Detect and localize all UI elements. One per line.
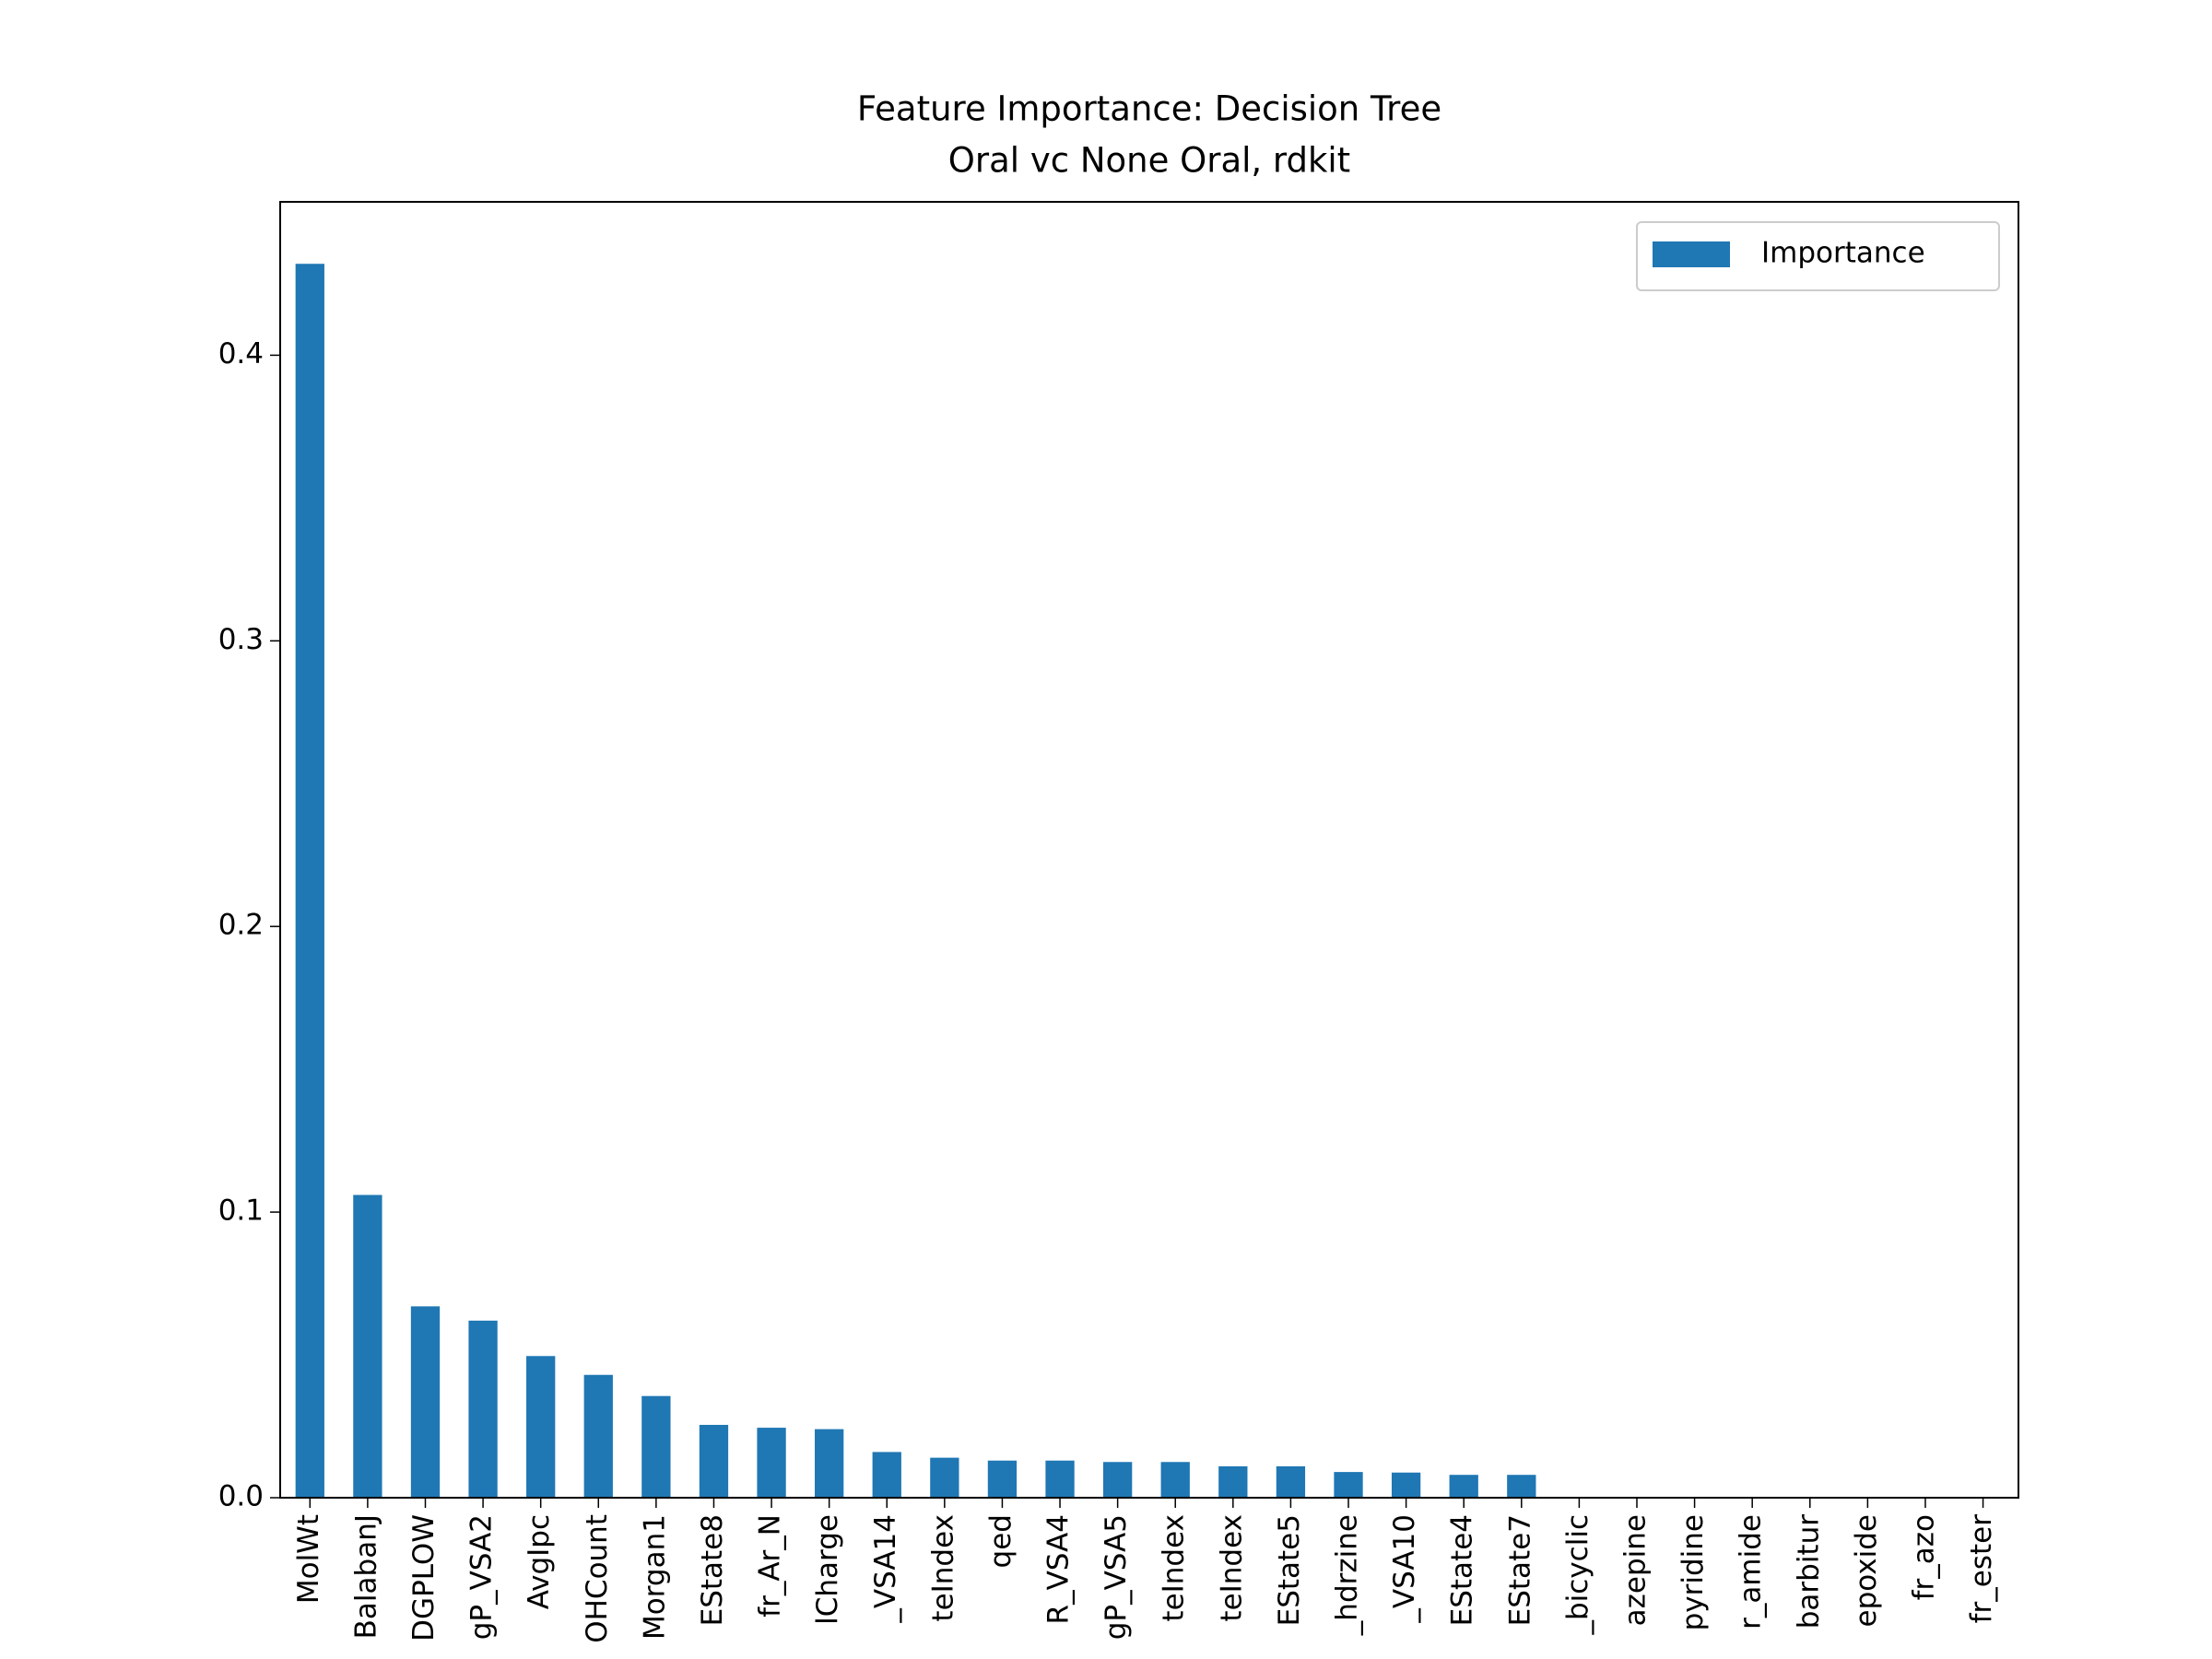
x-tick-label: OHCount [581, 1514, 614, 1643]
x-tick-label: _VSA14 [869, 1514, 902, 1624]
bar [583, 1374, 613, 1498]
bar [1391, 1472, 1421, 1498]
x-tick-label: gP_VSA2 [465, 1514, 499, 1640]
bar [1160, 1462, 1190, 1498]
chart-subtitle: Oral vc None Oral, rdkit [948, 141, 1350, 181]
x-tick-label: EState8 [696, 1514, 729, 1626]
x-tick-label: r_amide [1735, 1514, 1768, 1630]
x-tick-label: pyridine [1677, 1514, 1710, 1630]
bar [526, 1356, 556, 1498]
x-tick-label: epoxide [1850, 1514, 1883, 1627]
x-tick-label: R_VSA4 [1042, 1514, 1076, 1624]
x-tick-label: fr_Ar_N [754, 1514, 787, 1618]
x-tick-label: EState5 [1273, 1514, 1306, 1626]
bar [410, 1306, 441, 1498]
bar [1334, 1472, 1363, 1498]
legend-label: Importance [1761, 237, 1925, 270]
x-tick-label: teIndex [1215, 1514, 1248, 1622]
x-tick-label: Morgan1 [638, 1514, 671, 1640]
x-tick-label: azepine [1618, 1514, 1652, 1626]
x-tick-label: _VSA10 [1388, 1514, 1421, 1624]
x-tick-label: MolWt [292, 1514, 325, 1604]
x-tick-label: lCharge [811, 1514, 844, 1625]
bar [468, 1320, 498, 1498]
bar [1102, 1462, 1133, 1498]
x-tick-label: qed [984, 1514, 1018, 1568]
x-tick-label: teIndex [926, 1514, 959, 1622]
x-tick-label: fr_azo [1907, 1514, 1940, 1600]
bar [1045, 1460, 1075, 1498]
x-tick-label: EState4 [1446, 1514, 1479, 1626]
legend-box [1636, 221, 2000, 291]
y-tick-label: 0.4 [218, 337, 264, 371]
legend-swatch [1653, 241, 1730, 267]
bar [699, 1424, 729, 1498]
bar [295, 264, 324, 1498]
bar [987, 1460, 1018, 1498]
x-tick-label: DGPLOW [407, 1514, 441, 1641]
x-tick-label: fr_ester [1965, 1514, 1998, 1624]
x-tick-label: BalabanJ [349, 1514, 382, 1639]
x-tick-label: teIndex [1158, 1514, 1191, 1622]
x-tick-label: _bicyclic [1561, 1514, 1594, 1636]
bar [757, 1428, 786, 1498]
bar [930, 1457, 959, 1498]
bar [1218, 1465, 1248, 1498]
y-tick-label: 0.3 [218, 623, 264, 656]
x-tick-label: _hdrzine [1331, 1514, 1364, 1636]
bar [815, 1429, 844, 1498]
plot-frame [279, 201, 2019, 1499]
bar [872, 1452, 901, 1498]
bar [1449, 1475, 1478, 1498]
bar [1507, 1475, 1536, 1498]
y-tick-label: 0.0 [218, 1480, 264, 1513]
x-tick-label: gP_VSA5 [1100, 1514, 1133, 1640]
y-tick-label: 0.2 [218, 909, 264, 942]
x-tick-label: EState7 [1503, 1514, 1536, 1626]
chart-title: Feature Importance: Decision Tree [857, 89, 1441, 129]
x-tick-label: AvgIpc [523, 1514, 556, 1609]
bar [1276, 1465, 1306, 1498]
bar [353, 1194, 382, 1498]
x-tick-label: barbitur [1792, 1514, 1825, 1630]
bar [641, 1395, 671, 1498]
y-tick-label: 0.1 [218, 1194, 264, 1228]
